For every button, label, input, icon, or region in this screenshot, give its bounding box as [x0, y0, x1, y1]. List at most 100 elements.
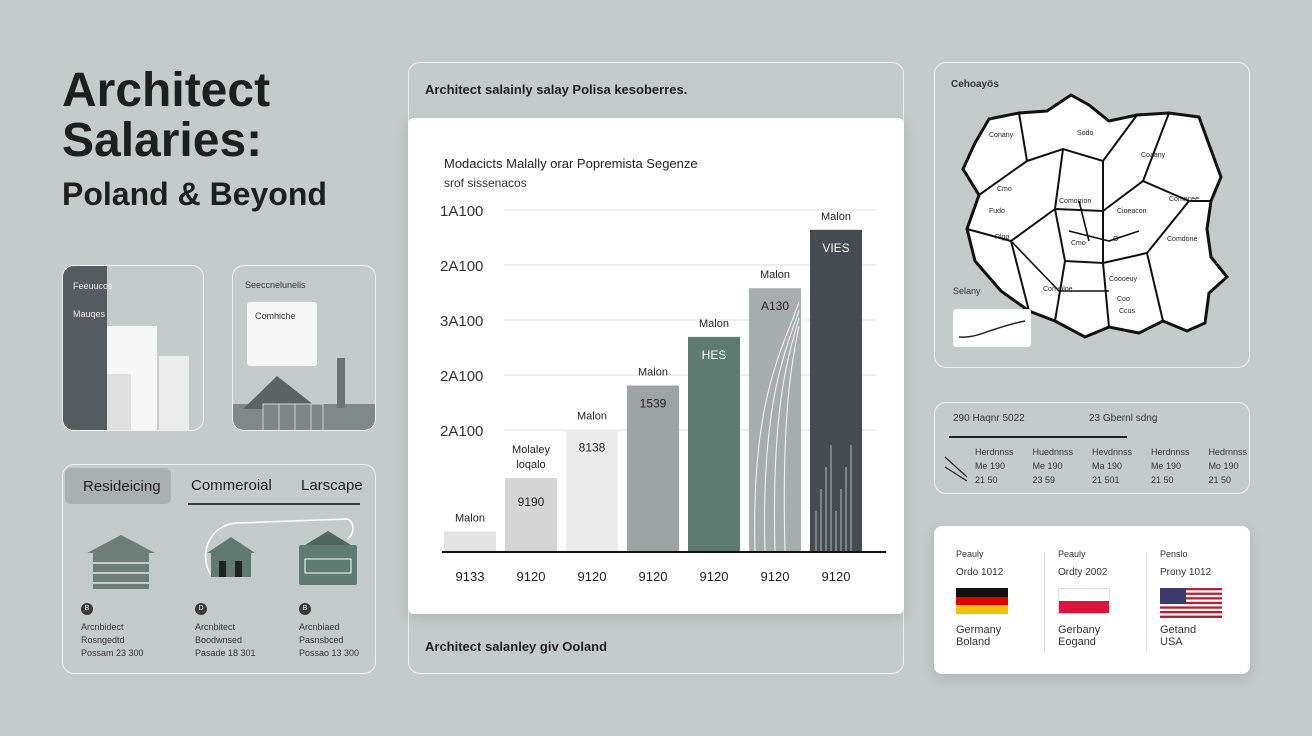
- germany-flag-icon: [956, 588, 1008, 614]
- table-cell: 23 59: [1032, 475, 1056, 485]
- item-line: Rosngedtd: [81, 635, 125, 645]
- table-decoration-icon: [944, 456, 968, 482]
- tab-residential[interactable]: Resideicing: [65, 468, 171, 504]
- bar: [444, 531, 496, 551]
- y-tick-label: 2A100: [440, 258, 483, 275]
- region-border: [978, 112, 1211, 213]
- map-region-label: Cmo: [997, 186, 1012, 193]
- flag-item-usa: Penslo Prony 1012 Getand USA: [1160, 548, 1222, 648]
- bar-pattern-line: [754, 302, 800, 552]
- table-column: Hedrnnss Mo 190 21 50: [1208, 445, 1247, 487]
- x-tick-label: 9120: [700, 569, 729, 584]
- thumbnail-card-1: Feeuucos Mauqes: [62, 265, 204, 431]
- tab-landscape[interactable]: Larscape: [301, 477, 363, 494]
- thumb-label-2: Mauqes: [73, 309, 106, 319]
- bar: [505, 478, 557, 551]
- flag-line: Ordty 2002: [1058, 567, 1108, 578]
- map-region-label: Comncee: [1169, 196, 1199, 203]
- item-line: Arcnbitect: [195, 622, 236, 632]
- thumb-building-block: [157, 356, 189, 430]
- chart-title: Modacicts Malally orar Popremista Segenz…: [444, 156, 698, 171]
- map-region-label: Comdone: [1167, 236, 1197, 243]
- bar-top-label: Molaley: [512, 444, 550, 456]
- table-header-2: 23 Gbernl sdng: [1089, 413, 1158, 424]
- map-region-label: O: [1113, 236, 1119, 243]
- chimney: [337, 358, 345, 408]
- table-cell: Herdnnss: [975, 447, 1014, 457]
- country-outline: [961, 93, 1230, 339]
- map-region-label: Coaany: [1141, 152, 1166, 159]
- bar-top-label: loqalo: [516, 459, 545, 471]
- badge-icon: B: [81, 603, 93, 615]
- bar-value-label: 9190: [518, 495, 545, 509]
- map-legend-label: Selany: [953, 286, 981, 296]
- table-columns: Herdnnss Me 190 21 50 Huednnss Me 190 23 59 He…: [975, 445, 1247, 487]
- map-region-label: Cmo: [1071, 240, 1086, 247]
- tab-underline: [188, 503, 360, 505]
- map-region-label: Cioeacon: [1117, 208, 1147, 215]
- y-tick-label: 2A100: [440, 368, 483, 385]
- bar-top-label: Malon: [577, 410, 607, 422]
- bar-top-label: Malon: [760, 269, 790, 281]
- flags-card: Peauly Ordo 1012 Germany Boland Peauly O…: [934, 526, 1250, 674]
- bar-top-label: Malon: [699, 318, 729, 330]
- map-region-label: Sodo: [1077, 130, 1093, 137]
- bar: [810, 229, 862, 552]
- x-tick-label: 9120: [822, 569, 851, 584]
- x-tick-label: 9120: [517, 569, 546, 584]
- thumb-callout: Comhiche: [247, 302, 317, 366]
- specialty-item-2: D Arcnbitect Boodwnsed Pasade 18 301: [195, 603, 256, 660]
- title-line-1: Architect: [62, 64, 271, 117]
- flag-line: Prony 1012: [1160, 567, 1212, 578]
- flag-label: Peauly: [956, 549, 984, 559]
- table-column: Herdnnss Me 190 21 50: [1151, 445, 1190, 487]
- table-cell: 21 50: [1150, 475, 1174, 485]
- bar-value-label: 1539: [640, 397, 667, 411]
- map-region-label: Conany: [989, 132, 1014, 139]
- bar-value-label: HES: [702, 348, 727, 362]
- table-cell: 21 50: [1208, 475, 1231, 485]
- tab-commercial[interactable]: Commeroial: [191, 477, 272, 494]
- y-tick-label: 2A100: [440, 423, 483, 440]
- map-region-label: Convoloe: [1043, 286, 1073, 293]
- bar-pattern-line: [764, 310, 800, 552]
- item-line: Pasnsbced: [299, 635, 344, 645]
- map-region-label: Comomon: [1059, 198, 1091, 205]
- wall: [262, 403, 324, 430]
- panel-header: Architect salainly salay Polisa kesoberr…: [425, 82, 688, 97]
- bar-top-label: Malon: [821, 211, 851, 223]
- bar-value-label: 8138: [579, 440, 606, 454]
- map-region-label: Coo: [1117, 296, 1130, 303]
- table-cell: Me 190: [1032, 461, 1063, 471]
- bar: [627, 385, 679, 551]
- table-column: Hevdnnss Ma 190 21 501: [1092, 445, 1132, 487]
- bar-pattern-line: [783, 326, 800, 552]
- country-name: Getand: [1160, 624, 1197, 636]
- table-cell: Ma 190: [1091, 461, 1122, 471]
- map-card: Cehoayös Conany Sodo Coaany Cmo Comomon Fudo C…: [934, 62, 1250, 368]
- item-line: Arcnbiaed: [299, 622, 340, 632]
- commercial-house-icon: [204, 518, 357, 585]
- table-cell: Mo 190: [1208, 461, 1239, 471]
- x-tick-label: 9120: [578, 569, 607, 584]
- bar: [688, 336, 740, 551]
- table-cell: 21 501: [1091, 475, 1120, 485]
- roof: [243, 376, 319, 409]
- specialties-card: Resideicing Commeroial Larscape B Arcnbi…: [62, 464, 376, 674]
- item-line: Possao 13 300: [299, 648, 360, 658]
- panel-footer: Architect salanley giv Ooland: [425, 639, 608, 654]
- thumb-dark-panel: [63, 266, 107, 430]
- table-cell: Herdnnss: [1150, 447, 1190, 457]
- bar-value-label: VIES: [822, 241, 849, 255]
- country-name: Germany: [956, 624, 1002, 636]
- country-name: Boland: [956, 636, 991, 648]
- thumb-label-2: Comhiche: [255, 311, 296, 321]
- flag-label: Peauly: [1058, 549, 1086, 559]
- poland-flag-icon: [1058, 588, 1110, 614]
- flag-item-germany: Peauly Ordo 1012 Germany Boland: [956, 548, 1008, 648]
- chart-card: Modacicts Malally orar Popremista Segenz…: [408, 118, 904, 614]
- table-cell: Huednnss: [1032, 447, 1074, 457]
- flag-label: Penslo: [1160, 549, 1188, 559]
- bar-chart: Modacicts Malally orar Popremista Segenz…: [440, 156, 886, 584]
- bar-value-label: A130: [761, 299, 789, 313]
